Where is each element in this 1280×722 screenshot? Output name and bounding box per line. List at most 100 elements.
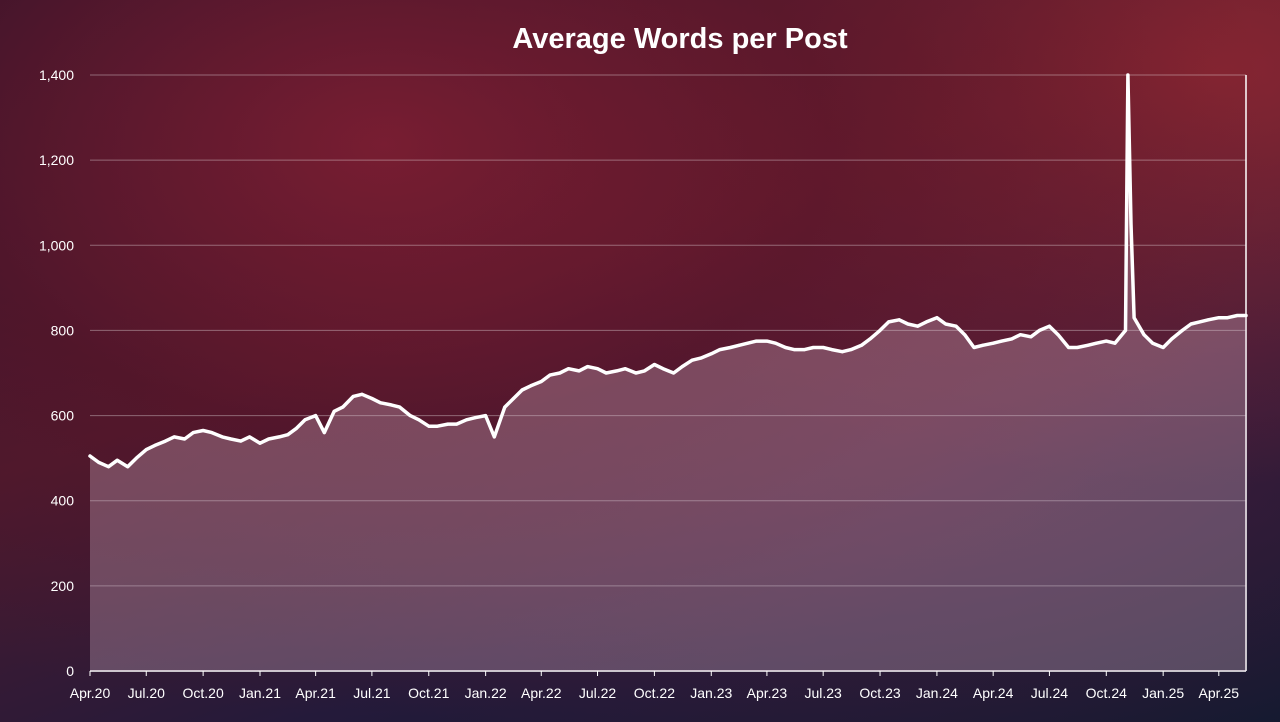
data-point xyxy=(661,367,665,371)
data-point xyxy=(88,454,92,458)
data-point xyxy=(286,433,290,437)
y-tick-label: 200 xyxy=(51,578,75,594)
data-point xyxy=(1217,316,1221,320)
data-point xyxy=(455,422,459,426)
data-point xyxy=(830,348,834,352)
y-axis-ticks: 0 200 400 600 800 1,000 1,200 1,400 xyxy=(39,67,74,679)
x-tick-label: Apr.22 xyxy=(521,685,562,701)
data-point xyxy=(220,435,224,439)
data-point xyxy=(408,414,412,418)
data-point xyxy=(1047,324,1051,328)
chart-title: Average Words per Post xyxy=(512,23,848,55)
data-point xyxy=(1244,314,1248,317)
data-point xyxy=(239,439,243,443)
data-point xyxy=(163,439,167,443)
data-point xyxy=(529,384,533,388)
data-point xyxy=(897,318,901,322)
x-tick-label: Apr.25 xyxy=(1199,685,1240,701)
data-point xyxy=(728,346,732,349)
data-point xyxy=(680,365,684,369)
data-point xyxy=(398,405,402,409)
x-tick-label: Jan.22 xyxy=(465,685,507,701)
data-point xyxy=(258,441,262,445)
gridlines xyxy=(90,74,1247,672)
data-point xyxy=(548,373,552,377)
data-point xyxy=(1029,335,1033,339)
plot-area xyxy=(88,73,1248,671)
x-tick-label: Apr.21 xyxy=(295,685,336,701)
data-point xyxy=(1075,346,1079,349)
data-point xyxy=(567,367,570,371)
data-point xyxy=(520,388,524,392)
data-point xyxy=(1124,328,1127,332)
data-point xyxy=(1018,333,1022,337)
data-point xyxy=(512,397,515,400)
data-point xyxy=(1189,322,1193,326)
x-tick-label: Jul.23 xyxy=(804,685,842,701)
series-area-fill xyxy=(90,75,1246,671)
data-point xyxy=(586,365,590,369)
data-point xyxy=(1104,339,1108,343)
data-point xyxy=(1056,333,1060,337)
data-point xyxy=(539,380,543,383)
data-point xyxy=(672,371,676,375)
data-point xyxy=(153,443,157,447)
x-tick-label: Jan.23 xyxy=(690,685,732,701)
data-point xyxy=(1235,314,1239,317)
data-point xyxy=(370,397,374,400)
data-point xyxy=(1142,333,1146,337)
x-tick-label: Oct.20 xyxy=(183,685,224,701)
data-point xyxy=(1094,341,1098,345)
data-point xyxy=(115,458,119,462)
data-point xyxy=(774,341,778,345)
data-point xyxy=(503,405,507,409)
data-point xyxy=(107,465,110,469)
y-tick-label: 1,400 xyxy=(39,67,74,83)
x-tick-label: Apr.23 xyxy=(747,685,788,701)
data-point xyxy=(1206,318,1210,322)
data-point xyxy=(1198,320,1202,324)
data-point xyxy=(144,448,148,452)
data-point xyxy=(172,435,176,439)
y-tick-label: 1,000 xyxy=(39,237,74,253)
data-point xyxy=(604,371,608,375)
x-tick-label: Oct.22 xyxy=(634,685,675,701)
data-point xyxy=(991,341,995,345)
data-point xyxy=(643,369,646,373)
x-tick-label: Oct.23 xyxy=(859,685,900,701)
y-tick-label: 1,200 xyxy=(39,152,74,168)
data-point xyxy=(341,405,345,409)
data-point xyxy=(389,403,393,407)
data-point xyxy=(191,431,195,435)
data-point xyxy=(916,324,920,328)
data-point xyxy=(868,337,872,341)
data-point xyxy=(840,350,844,354)
data-point xyxy=(201,429,205,432)
x-tick-label: Jan.25 xyxy=(1142,685,1184,701)
data-point xyxy=(303,418,307,422)
data-point xyxy=(1129,222,1133,226)
x-tick-label: Oct.21 xyxy=(408,685,449,701)
data-point xyxy=(746,341,750,345)
data-point xyxy=(849,348,853,352)
y-tick-label: 800 xyxy=(51,322,75,338)
data-point xyxy=(427,424,431,428)
data-point xyxy=(792,348,796,352)
data-point xyxy=(699,356,703,360)
data-point xyxy=(623,367,627,371)
data-point xyxy=(435,424,439,428)
data-point xyxy=(446,422,450,426)
data-point xyxy=(229,437,233,441)
data-point xyxy=(417,418,421,422)
data-point xyxy=(484,414,488,418)
data-point xyxy=(1126,73,1130,77)
data-point xyxy=(465,418,468,422)
data-point xyxy=(718,348,722,352)
data-point xyxy=(295,426,298,430)
data-point xyxy=(314,414,318,418)
data-point xyxy=(972,346,976,349)
data-point xyxy=(1180,328,1184,332)
data-point xyxy=(1113,341,1117,345)
